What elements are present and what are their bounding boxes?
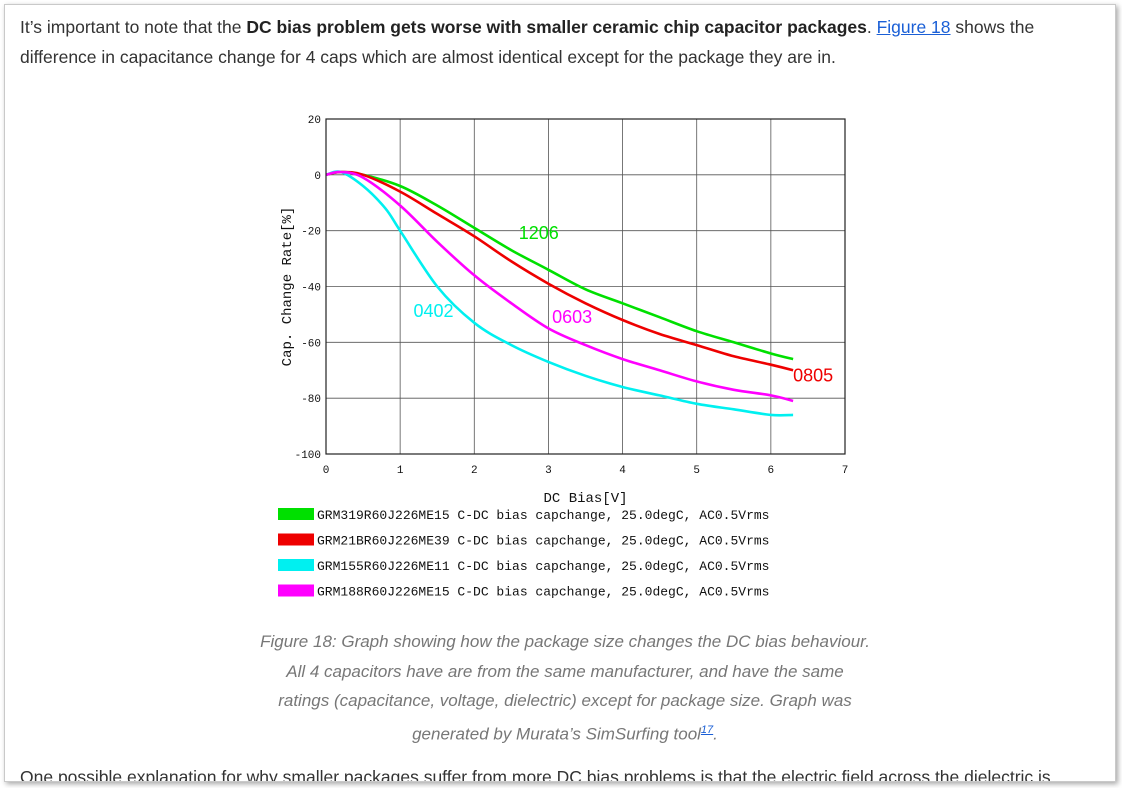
legend-entry: GRM155R60J226ME11 C-DC bias capchange, 2… <box>317 559 769 574</box>
series-label-1206: 1206 <box>519 223 559 243</box>
x-tick-label: 6 <box>768 465 775 477</box>
y-tick-label: 0 <box>314 171 321 183</box>
intro-paragraph: It’s important to note that the DC bias … <box>20 12 1090 72</box>
chart-figure: 1206 0805 0402 0603 20 0 -20 -40 -60 -80 -100 0 1 2 3 4… <box>5 5 1115 630</box>
y-tick-label: -40 <box>301 283 321 295</box>
y-tick-label: -20 <box>301 227 321 239</box>
x-tick-label: 0 <box>323 465 330 477</box>
x-tick-label: 3 <box>545 465 552 477</box>
y-tick-label: -60 <box>301 338 321 350</box>
x-tick-label: 2 <box>471 465 478 477</box>
plot-border <box>325 118 846 455</box>
legend-swatch <box>278 584 314 597</box>
figure-18-link[interactable]: Figure 18 <box>876 17 951 37</box>
x-tick-label: 7 <box>842 465 849 477</box>
series-line-0402 <box>325 170 794 417</box>
figure-caption: Figure 18: Graph showing how the package… <box>260 627 870 749</box>
x-tick-label: 1 <box>397 465 404 477</box>
x-tick-label: 4 <box>619 465 626 477</box>
y-axis-title: Cap. Change Rate[%] <box>280 207 296 367</box>
next-paragraph: One possible explanation for why smaller… <box>20 767 1051 782</box>
reference-17-link[interactable]: 17 <box>700 723 714 736</box>
series-label-0805: 0805 <box>793 365 833 385</box>
intro-text-start: It’s important to note that the <box>20 17 247 37</box>
series-line-0805 <box>325 170 794 372</box>
y-tick-label: 20 <box>308 115 321 127</box>
caption-end: . <box>713 724 718 744</box>
article-frame: It’s important to note that the DC bias … <box>4 4 1116 782</box>
y-tick-label: -100 <box>295 450 321 462</box>
intro-text-mid: . <box>866 17 877 37</box>
legend-entry: GRM188R60J226ME15 C-DC bias capchange, 2… <box>317 585 769 600</box>
series-label-0603: 0603 <box>552 307 592 327</box>
legend-swatch <box>278 559 314 571</box>
legend-entry: GRM319R60J226ME15 C-DC bias capchange, 2… <box>317 508 769 523</box>
legend-swatch <box>278 533 314 546</box>
intro-bold-text: DC bias problem gets worse with smaller … <box>246 17 867 37</box>
series-label-0402: 0402 <box>413 301 453 321</box>
x-tick-label: 5 <box>693 465 700 477</box>
intro-text-end: shows the difference in capacitance chan… <box>20 17 1035 67</box>
caption-text: Figure 18: Graph showing how the package… <box>260 632 870 744</box>
y-tick-label: -80 <box>301 394 321 406</box>
legend-entry: GRM21BR60J226ME39 C-DC bias capchange, 2… <box>317 534 769 549</box>
series-line-0603 <box>325 170 794 403</box>
legend-swatch <box>278 508 314 520</box>
x-axis-title: DC Bias[V] <box>543 491 627 507</box>
